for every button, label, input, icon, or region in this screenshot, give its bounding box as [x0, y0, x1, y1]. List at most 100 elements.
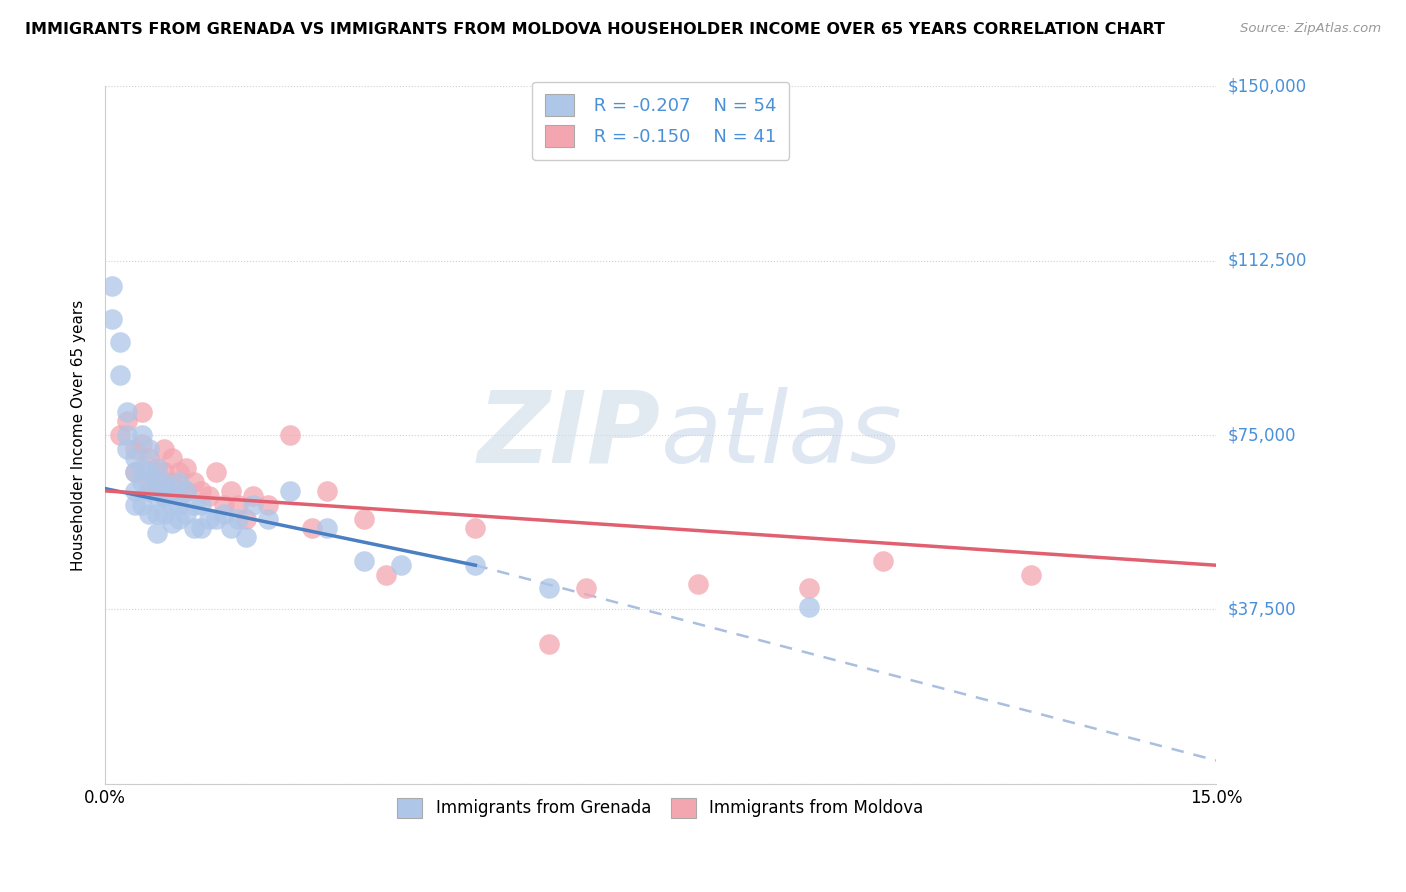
- Point: [228, 512, 250, 526]
- Point: [219, 521, 242, 535]
- Legend: Immigrants from Grenada, Immigrants from Moldova: Immigrants from Grenada, Immigrants from…: [391, 791, 931, 824]
- Point: [124, 442, 146, 456]
- Point: [138, 451, 160, 466]
- Point: [228, 498, 250, 512]
- Text: $112,500: $112,500: [1227, 252, 1306, 269]
- Text: IMMIGRANTS FROM GRENADA VS IMMIGRANTS FROM MOLDOVA HOUSEHOLDER INCOME OVER 65 YE: IMMIGRANTS FROM GRENADA VS IMMIGRANTS FR…: [25, 22, 1166, 37]
- Point: [375, 567, 398, 582]
- Text: atlas: atlas: [661, 386, 903, 483]
- Point: [124, 465, 146, 479]
- Point: [153, 475, 176, 489]
- Y-axis label: Householder Income Over 65 years: Householder Income Over 65 years: [72, 300, 86, 571]
- Point: [797, 582, 820, 596]
- Point: [257, 512, 280, 526]
- Point: [160, 498, 183, 512]
- Text: $37,500: $37,500: [1227, 600, 1296, 618]
- Point: [160, 516, 183, 531]
- Point: [389, 558, 412, 573]
- Point: [124, 483, 146, 498]
- Point: [316, 483, 339, 498]
- Point: [316, 521, 339, 535]
- Point: [176, 460, 198, 475]
- Point: [101, 311, 124, 326]
- Point: [160, 451, 183, 466]
- Point: [176, 483, 198, 498]
- Text: ZIP: ZIP: [478, 386, 661, 483]
- Point: [538, 637, 561, 651]
- Point: [115, 442, 138, 456]
- Point: [464, 521, 486, 535]
- Point: [167, 512, 190, 526]
- Point: [108, 368, 131, 382]
- Point: [131, 405, 153, 419]
- Point: [464, 558, 486, 573]
- Point: [278, 428, 301, 442]
- Point: [138, 465, 160, 479]
- Point: [131, 428, 153, 442]
- Point: [153, 507, 176, 521]
- Point: [167, 465, 190, 479]
- Point: [872, 553, 894, 567]
- Point: [353, 553, 375, 567]
- Point: [146, 460, 169, 475]
- Point: [146, 475, 169, 489]
- Point: [146, 489, 169, 503]
- Point: [146, 460, 169, 475]
- Point: [115, 405, 138, 419]
- Point: [167, 489, 190, 503]
- Point: [153, 489, 176, 503]
- Point: [176, 483, 198, 498]
- Point: [538, 582, 561, 596]
- Point: [197, 489, 219, 503]
- Text: Source: ZipAtlas.com: Source: ZipAtlas.com: [1240, 22, 1381, 36]
- Point: [138, 483, 160, 498]
- Point: [242, 489, 264, 503]
- Point: [235, 512, 257, 526]
- Point: [138, 442, 160, 456]
- Point: [131, 460, 153, 475]
- Point: [131, 437, 153, 451]
- Point: [190, 521, 212, 535]
- Point: [108, 335, 131, 350]
- Point: [124, 451, 146, 466]
- Point: [219, 483, 242, 498]
- Point: [138, 507, 160, 521]
- Point: [146, 525, 169, 540]
- Point: [257, 498, 280, 512]
- Point: [183, 521, 205, 535]
- Text: $75,000: $75,000: [1227, 426, 1296, 444]
- Point: [235, 530, 257, 544]
- Text: $150,000: $150,000: [1227, 78, 1306, 95]
- Point: [153, 465, 176, 479]
- Point: [353, 512, 375, 526]
- Point: [183, 475, 205, 489]
- Point: [138, 475, 160, 489]
- Point: [108, 428, 131, 442]
- Point: [278, 483, 301, 498]
- Point: [190, 483, 212, 498]
- Point: [124, 498, 146, 512]
- Point: [115, 428, 138, 442]
- Point: [197, 512, 219, 526]
- Point: [212, 507, 235, 521]
- Point: [153, 442, 176, 456]
- Point: [176, 507, 198, 521]
- Point: [101, 279, 124, 293]
- Point: [146, 507, 169, 521]
- Point: [160, 483, 183, 498]
- Point: [205, 512, 228, 526]
- Point: [183, 498, 205, 512]
- Point: [131, 475, 153, 489]
- Point: [575, 582, 598, 596]
- Point: [212, 498, 235, 512]
- Point: [160, 475, 183, 489]
- Point: [1019, 567, 1042, 582]
- Point: [146, 483, 169, 498]
- Point: [797, 600, 820, 615]
- Point: [115, 414, 138, 428]
- Point: [131, 498, 153, 512]
- Point: [167, 498, 190, 512]
- Point: [205, 465, 228, 479]
- Point: [190, 498, 212, 512]
- Point: [301, 521, 323, 535]
